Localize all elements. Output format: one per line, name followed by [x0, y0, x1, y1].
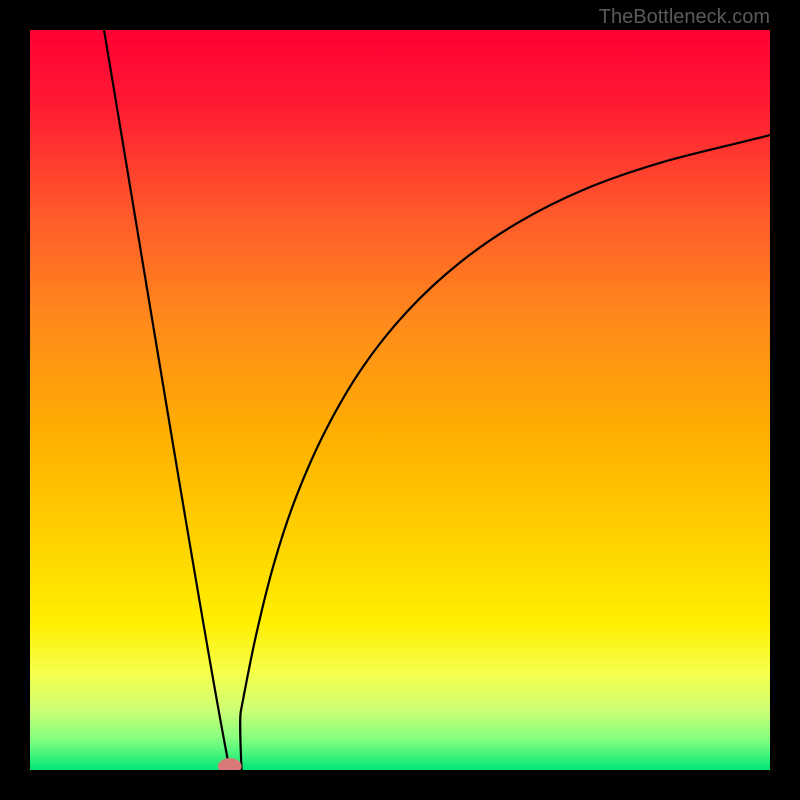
watermark-text: TheBottleneck.com [599, 6, 770, 29]
bottleneck-curve [104, 30, 770, 770]
chart-frame: TheBottleneck.com [0, 0, 800, 800]
plot-area [30, 30, 770, 770]
curve-layer [30, 30, 770, 770]
minimum-marker [218, 758, 242, 770]
